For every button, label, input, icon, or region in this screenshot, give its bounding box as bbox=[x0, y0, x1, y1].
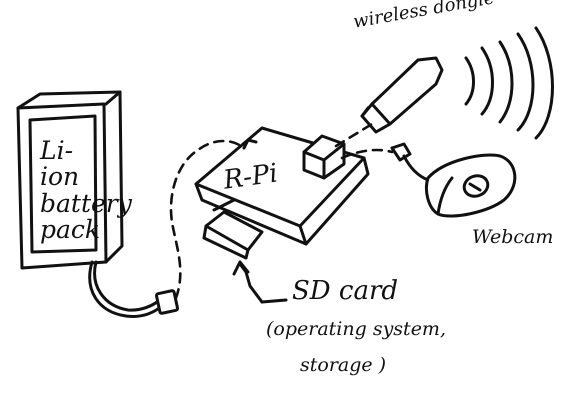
webcam-label: Webcam bbox=[472, 226, 554, 248]
sd-card-note-line1: (operating system, bbox=[266, 318, 446, 340]
rpi-board bbox=[194, 126, 370, 246]
battery-pack bbox=[16, 90, 124, 270]
sd-card bbox=[202, 198, 264, 260]
battery-label: Li- ion battery pack bbox=[40, 136, 132, 244]
dongle-connection-dashed bbox=[334, 122, 374, 148]
power-connection-dashed bbox=[169, 139, 248, 300]
wireless-waves bbox=[464, 26, 554, 140]
webcam bbox=[424, 153, 517, 218]
webcam-connection-dashed bbox=[340, 148, 394, 160]
sd-card-note-line2: storage ) bbox=[300, 354, 387, 376]
sd-card-label: SD card bbox=[292, 276, 399, 306]
battery-cable bbox=[88, 260, 180, 318]
wireless-dongle bbox=[360, 56, 444, 134]
sd-arrow bbox=[232, 260, 264, 304]
